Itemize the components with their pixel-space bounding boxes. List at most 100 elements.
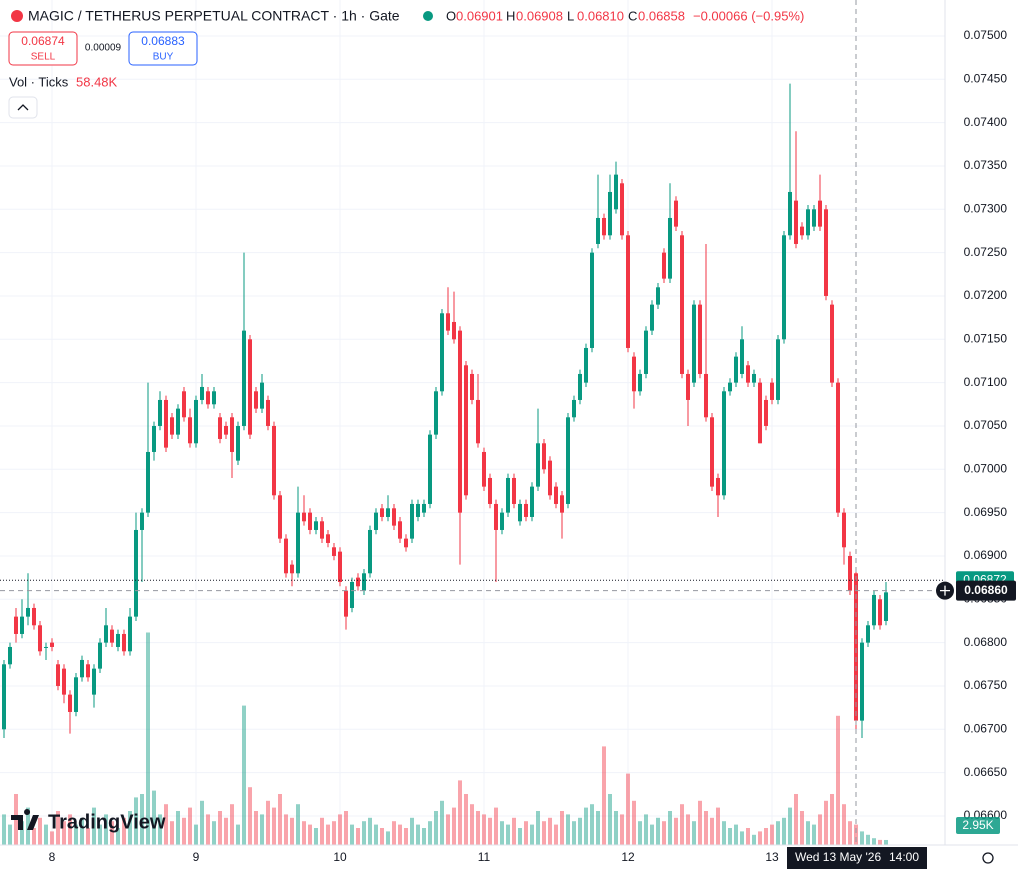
logo-icon[interactable]: [11, 809, 39, 830]
volume-bar: [50, 831, 54, 845]
candle-body: [806, 209, 810, 236]
candle-body: [686, 373, 690, 400]
volume-bar: [800, 811, 804, 845]
candle-body: [614, 174, 618, 210]
volume-bar: [428, 821, 432, 845]
candle-body: [644, 330, 648, 374]
ohlc-value: 0.06858: [638, 8, 685, 23]
candle-body: [158, 399, 162, 426]
ohlc-value: 0.06908: [516, 8, 563, 23]
settings-button[interactable]: [982, 852, 994, 864]
change: −0.00066 (−0.95%): [693, 8, 804, 23]
volume-bar: [248, 787, 252, 845]
volume-bar: [878, 839, 882, 845]
logo[interactable]: TradingView: [11, 809, 166, 833]
buy-button[interactable]: [128, 31, 198, 66]
volume-bar: [740, 831, 744, 845]
volume-bar: [722, 821, 726, 845]
volume-bar: [746, 828, 750, 845]
candle-body: [242, 330, 246, 426]
volume-bar: [218, 811, 222, 845]
candle-body: [578, 373, 582, 400]
volume-bar: [680, 804, 684, 845]
candle-body: [620, 183, 624, 236]
volume-bar: [656, 817, 660, 845]
volume-bar: [368, 817, 372, 845]
volume-bar: [686, 814, 690, 845]
volume-bar: [398, 824, 402, 845]
volume-bar: [146, 632, 150, 845]
y-tick-label: 0.06800: [964, 635, 1008, 649]
volume-bar: [662, 821, 666, 845]
volume-bar: [530, 824, 534, 845]
y-tick-label: 0.07100: [964, 375, 1008, 389]
x-tick-label: 11: [478, 850, 491, 864]
volume-bar: [410, 817, 414, 845]
spread: 0.00009: [85, 43, 122, 54]
candle-body: [554, 486, 558, 504]
volume-bar: [542, 821, 546, 845]
candle-body: [764, 399, 768, 426]
candle-body: [464, 365, 468, 496]
volume-bar: [806, 821, 810, 845]
volume-bar: [296, 804, 300, 845]
candle-body: [602, 217, 606, 236]
volume-bar: [668, 811, 672, 845]
volume-bar: [374, 824, 378, 845]
volume-bar: [626, 773, 630, 845]
crosshair-time-label: Wed 13 May '26: [795, 850, 881, 864]
buy-price[interactable]: 0.06883: [141, 34, 185, 48]
candle-body: [116, 633, 120, 647]
candle-body: [380, 508, 384, 517]
volume-bar: [884, 839, 888, 845]
volume-bar: [464, 794, 468, 845]
volume-bar: [164, 804, 168, 845]
candle-body: [146, 451, 150, 513]
volume-bar: [578, 817, 582, 845]
volume-bar: [644, 814, 648, 845]
volume-bar: [212, 821, 216, 845]
volume-bar: [476, 811, 480, 845]
volume-bar: [56, 811, 60, 845]
candle-body: [530, 486, 534, 517]
volume-bar: [860, 831, 864, 845]
candle-body: [434, 391, 438, 435]
volume-bar: [698, 800, 702, 845]
candle-body: [368, 529, 372, 574]
volume-bar: [416, 824, 420, 845]
sell-price[interactable]: 0.06874: [21, 34, 65, 48]
x-tick-label: 8: [49, 850, 56, 864]
ohlc-values: O 0.06901 H 0.06908 L 0.06810 C 0.06858: [446, 8, 685, 23]
volume-bar: [386, 831, 390, 845]
volume-bar: [824, 800, 828, 845]
volume-bar: [470, 804, 474, 845]
candle-body: [152, 425, 156, 452]
x-tick-label: 9: [193, 850, 200, 864]
candle-body: [386, 508, 390, 517]
buy-label[interactable]: BUY: [153, 52, 174, 63]
collapse-icon[interactable]: [17, 104, 29, 111]
legend: MAGIC / TETHERUS PERPETUAL CONTRACT · 1h…: [8, 8, 804, 119]
collapse-button[interactable]: [8, 96, 38, 119]
y-tick-label: 0.07500: [964, 28, 1008, 42]
volume-bar: [674, 817, 678, 845]
ohlc-value: 0.06810: [577, 8, 624, 23]
sell-label[interactable]: SELL: [31, 52, 56, 63]
volume-bar: [254, 811, 258, 845]
sell-button[interactable]: [8, 31, 78, 66]
y-tick-label: 0.07150: [964, 331, 1008, 345]
candle-body: [326, 534, 330, 543]
volume-bar: [866, 834, 870, 845]
volume-bar: [632, 800, 636, 845]
ohlc-key: L: [567, 8, 574, 23]
volume-bar: [458, 780, 462, 845]
volume-label-box: [956, 817, 1000, 834]
volume-bar: [782, 817, 786, 845]
candle-body: [728, 382, 732, 392]
candle-body: [854, 573, 858, 721]
logo-text[interactable]: TradingView: [48, 811, 166, 833]
y-tick-label: 0.06950: [964, 505, 1008, 519]
candle-body: [800, 226, 804, 236]
volume-bar: [638, 821, 642, 845]
